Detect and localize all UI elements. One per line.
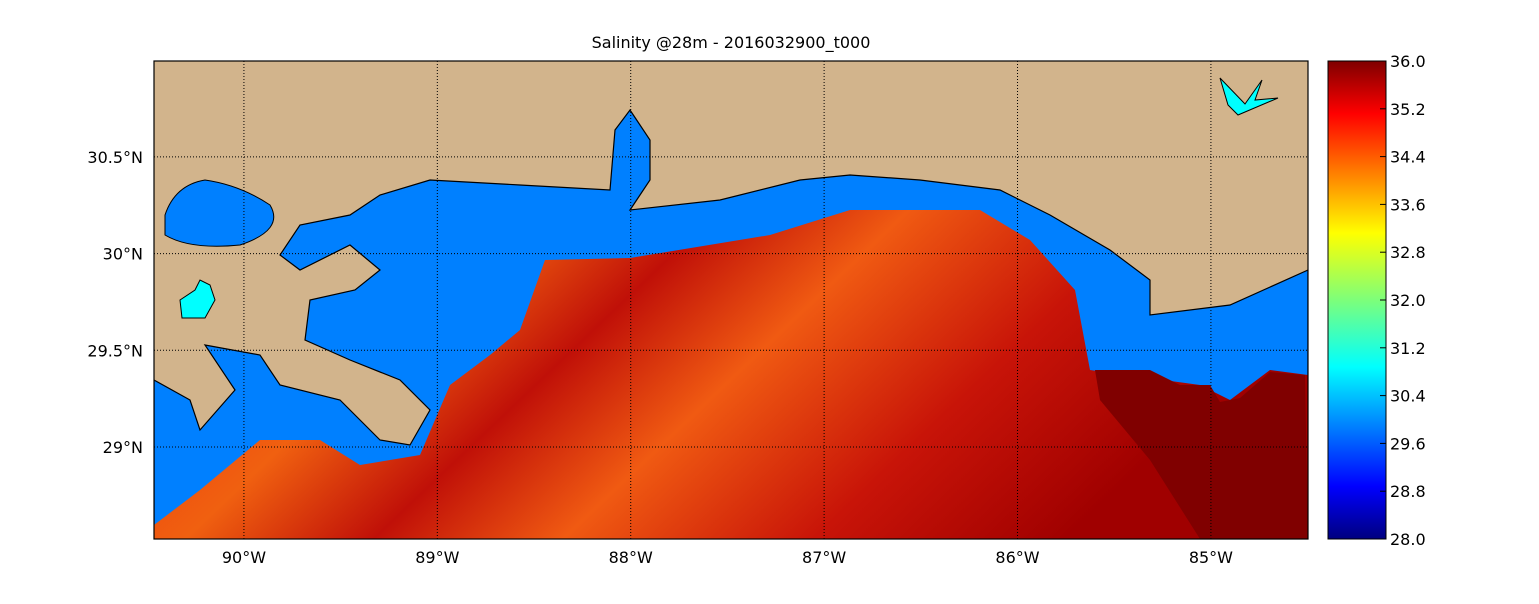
x-tick-label: 85°W xyxy=(1189,548,1233,567)
colorbar-tick-label: 29.6 xyxy=(1390,434,1426,453)
plot-frame xyxy=(153,60,1309,540)
grid xyxy=(154,61,1308,539)
x-tick-label: 90°W xyxy=(222,548,266,567)
colorbar xyxy=(1327,60,1387,540)
colorbar-tick-label: 32.0 xyxy=(1390,291,1426,310)
x-tick-label: 87°W xyxy=(802,548,846,567)
x-tick-label: 86°W xyxy=(995,548,1039,567)
y-tick-label: 29.5°N xyxy=(87,341,143,360)
salinity-high xyxy=(1095,370,1308,539)
y-tick-label: 29°N xyxy=(103,438,143,457)
x-tick-label: 89°W xyxy=(415,548,459,567)
colorbar-tick-label: 35.2 xyxy=(1390,100,1426,119)
colorbar-tick-label: 32.8 xyxy=(1390,243,1426,262)
colorbar-tick-label: 28.8 xyxy=(1390,482,1426,501)
colorbar-tick-label: 36.0 xyxy=(1390,52,1426,71)
small-lake xyxy=(1219,77,1279,116)
salinity-field xyxy=(154,210,1308,539)
colorbar-tick-label: 28.0 xyxy=(1390,530,1426,549)
map-body xyxy=(154,61,1308,539)
colorbar-tick-label: 30.4 xyxy=(1390,387,1426,406)
colorbar-tick-label: 34.4 xyxy=(1390,148,1426,167)
colorbar-tick-label: 31.2 xyxy=(1390,339,1426,358)
lake xyxy=(164,179,275,247)
map-title: Salinity @28m - 2016032900_t000 xyxy=(592,33,871,53)
y-tick-label: 30.5°N xyxy=(87,148,143,167)
colorbar-tick-label: 33.6 xyxy=(1390,195,1426,214)
y-tick-label: 30°N xyxy=(103,245,143,264)
small-lake xyxy=(179,279,216,319)
x-tick-label: 88°W xyxy=(609,548,653,567)
